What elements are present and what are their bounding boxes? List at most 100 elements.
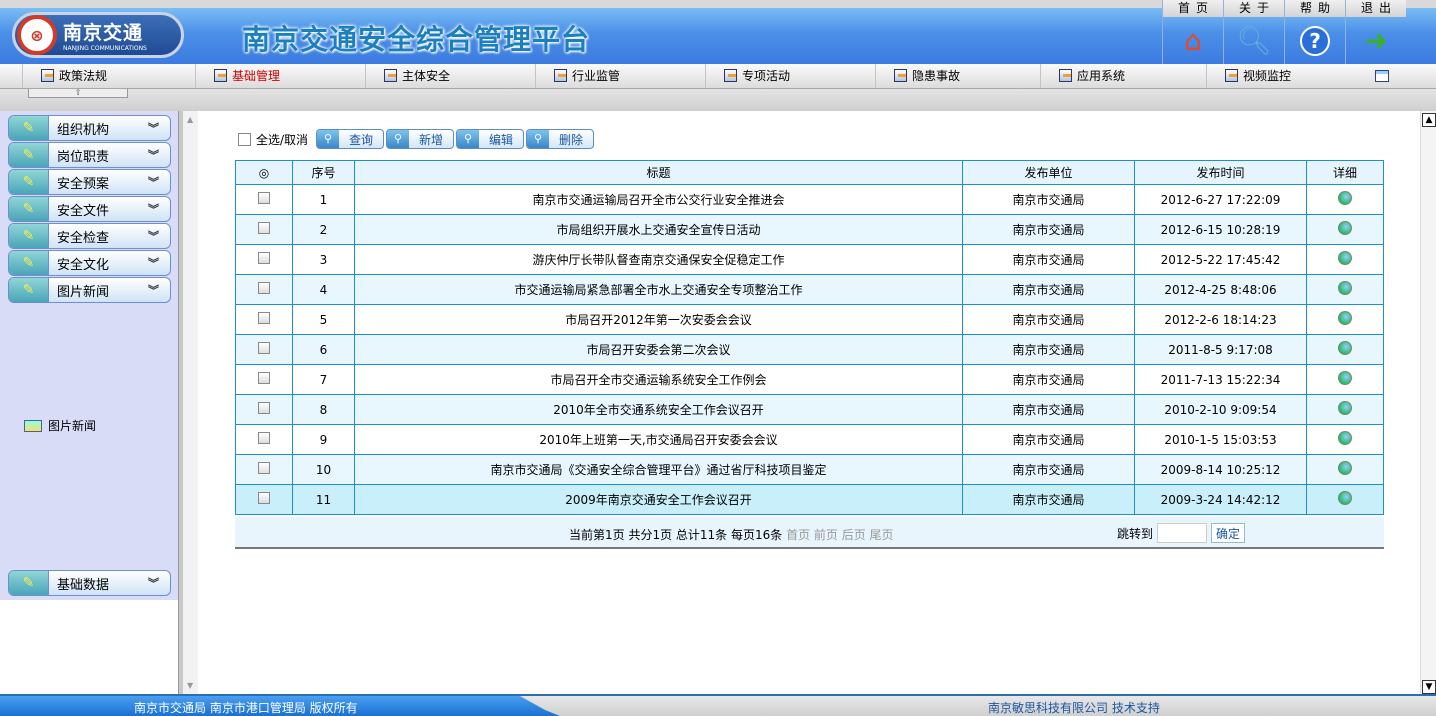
about-magnifier-icon[interactable]: 🔍︎ <box>1236 24 1272 57</box>
table-row[interactable]: 8 2010年全市交通系统安全工作会议召开 南京市交通局 2010-2-10 9:09… <box>235 394 1384 425</box>
row-select-cell <box>235 484 293 515</box>
row-checkbox[interactable] <box>258 372 270 384</box>
menu-item-5[interactable]: 隐患事故 <box>875 64 960 88</box>
detail-globe-icon[interactable] <box>1338 221 1352 235</box>
select-all-checkbox[interactable] <box>238 132 251 146</box>
cell-title: 市局召开全市交通运输系统安全工作例会 <box>354 364 963 395</box>
row-checkbox[interactable] <box>258 462 270 474</box>
menu-item-4[interactable]: 专项活动 <box>705 64 790 88</box>
help-icon[interactable]: ? <box>1285 17 1345 64</box>
magnifier-icon: ⚲ <box>387 130 410 148</box>
query-button[interactable]: ⚲ 查询 <box>316 129 385 149</box>
window-layout-icon[interactable] <box>1375 70 1389 82</box>
detail-cell <box>1306 454 1384 485</box>
menu-item-0[interactable]: 政策法规 <box>22 64 107 88</box>
sidebar-item-1[interactable]: ✎ 岗位职责 ︾ <box>8 142 171 168</box>
table-row[interactable]: 3 游庆仲厅长带队督查南京交通保安全促稳定工作 南京市交通局 2012-5-22 17… <box>235 244 1384 275</box>
logo: ⊗ 南京交通 NANJING COMMUNICATIONS <box>12 12 184 58</box>
top-nav-0[interactable]: 首页 ⌂ <box>1162 0 1223 64</box>
detail-globe-icon[interactable] <box>1338 311 1352 325</box>
edit-button[interactable]: ⚲ 编辑 <box>456 129 525 149</box>
cell-no: 7 <box>292 364 355 395</box>
row-checkbox[interactable] <box>258 342 270 354</box>
sidebar-item-2[interactable]: ✎ 安全预案 ︾ <box>8 169 171 195</box>
collapse-header-toggle[interactable]: ⇧ <box>28 89 128 98</box>
system-title: 南京交通安全综合管理平台 <box>242 23 591 56</box>
row-checkbox[interactable] <box>258 222 270 234</box>
table-row[interactable]: 7 市局召开全市交通运输系统安全工作例会 南京市交通局 2011-7-13 15:22… <box>235 364 1384 395</box>
cell-time: 2012-4-25 8:48:06 <box>1134 274 1307 305</box>
exit-arrow-icon[interactable]: ➜ <box>1364 24 1388 57</box>
home-icon[interactable]: ⌂ <box>1184 24 1202 57</box>
document-icon <box>894 69 907 82</box>
row-checkbox[interactable] <box>258 402 270 414</box>
cell-unit: 南京市交通局 <box>962 364 1135 395</box>
detail-globe-icon[interactable] <box>1338 431 1352 445</box>
add-button[interactable]: ⚲ 新增 <box>386 129 455 149</box>
cell-title: 市局召开2012年第一次安委会会议 <box>354 304 963 335</box>
detail-globe-icon[interactable] <box>1338 461 1352 475</box>
menu-item-6[interactable]: 应用系统 <box>1040 64 1125 88</box>
table-row[interactable]: 11 2009年南京交通安全工作会议召开 南京市交通局 2009-3-24 14:42… <box>235 484 1384 515</box>
menu-label: 基础管理 <box>232 69 281 83</box>
menu-item-3[interactable]: 行业监管 <box>535 64 620 88</box>
cell-title: 市交通运输局紧急部署全市水上交通安全专项整治工作 <box>354 274 963 305</box>
sidebar-item-3[interactable]: ✎ 安全文件 ︾ <box>8 196 171 222</box>
cell-time: 2012-5-22 17:45:42 <box>1134 244 1307 275</box>
scroll-down-button[interactable]: ▼ <box>1422 680 1436 694</box>
row-checkbox[interactable] <box>258 432 270 444</box>
cell-unit: 南京市交通局 <box>962 274 1135 305</box>
top-nav-3[interactable]: 退出 ➜ <box>1345 0 1406 64</box>
scroll-up-button[interactable]: ▲ <box>1422 113 1436 127</box>
top-nav-1[interactable]: 关于 🔍︎ <box>1223 0 1284 64</box>
sidebar-item-label: 安全文件 <box>57 203 110 219</box>
main-scrollbar-left[interactable]: ▲ ▼ <box>183 111 198 694</box>
cell-no: 8 <box>292 394 355 425</box>
page-links[interactable]: 首页 前页 后页 尾页 <box>786 528 894 542</box>
select-all-label: 全选/取消 <box>256 132 309 147</box>
table-row[interactable]: 6 市局召开安委会第二次会议 南京市交通局 2011-8-5 9:17:08 <box>235 334 1384 365</box>
sidebar-item-4[interactable]: ✎ 安全检查 ︾ <box>8 223 171 249</box>
column-header: 标题 <box>354 160 963 185</box>
table-row[interactable]: 4 市交通运输局紧急部署全市水上交通安全专项整治工作 南京市交通局 2012-4-25… <box>235 274 1384 305</box>
table-row[interactable]: 5 市局召开2012年第一次安委会会议 南京市交通局 2012-2-6 18:14:2… <box>235 304 1384 335</box>
row-checkbox[interactable] <box>258 192 270 204</box>
detail-globe-icon[interactable] <box>1338 251 1352 265</box>
cell-time: 2009-3-24 14:42:12 <box>1134 484 1307 515</box>
sidebar-item-5[interactable]: ✎ 安全文化 ︾ <box>8 250 171 276</box>
footer-support: 南京敏思科技有限公司 技术支持 <box>988 701 1160 715</box>
detail-globe-icon[interactable] <box>1338 401 1352 415</box>
menu-item-2[interactable]: 主体安全 <box>365 64 450 88</box>
detail-globe-icon[interactable] <box>1338 341 1352 355</box>
jump-page-input[interactable] <box>1157 523 1208 543</box>
table-row[interactable]: 9 2010年上班第一天,市交通局召开安委会会议 南京市交通局 2010-1-5 15… <box>235 424 1384 455</box>
detail-globe-icon[interactable] <box>1338 191 1352 205</box>
sidebar-item-basic-data[interactable]: ✎ 基础数据 ︾ <box>8 570 171 596</box>
document-icon <box>1225 69 1238 82</box>
row-select-cell <box>235 394 293 425</box>
page-scrollbar[interactable]: ▲ ▼ <box>1420 111 1436 694</box>
row-checkbox[interactable] <box>258 492 270 504</box>
detail-globe-icon[interactable] <box>1338 371 1352 385</box>
detail-cell <box>1306 244 1384 275</box>
sidebar-splitter[interactable] <box>178 111 183 694</box>
detail-globe-icon[interactable] <box>1338 491 1352 505</box>
detail-globe-icon[interactable] <box>1338 281 1352 295</box>
row-checkbox[interactable] <box>258 252 270 264</box>
top-nav-label: 退出 <box>1346 0 1406 17</box>
table-row[interactable]: 1 南京市交通运输局召开全市公交行业安全推进会 南京市交通局 2012-6-27 17… <box>235 184 1384 215</box>
delete-button[interactable]: ⚲ 删除 <box>526 129 595 149</box>
sidebar-item-0[interactable]: ✎ 组织机构 ︾ <box>8 115 171 141</box>
menu-item-1[interactable]: 基础管理 <box>195 64 280 88</box>
sidebar-subitem-picture-news[interactable]: 图片新闻 <box>24 417 96 434</box>
sidebar-item-6[interactable]: ✎ 图片新闻 ︾ <box>8 277 171 303</box>
confirm-button[interactable]: 确定 <box>1211 523 1246 543</box>
table-row[interactable]: 2 市局组织开展水上交通安全宣传日活动 南京市交通局 2012-6-15 10:28:… <box>235 214 1384 245</box>
row-checkbox[interactable] <box>258 312 270 324</box>
top-nav-label: 关于 <box>1224 0 1284 17</box>
top-nav-2[interactable]: 帮助? <box>1284 0 1345 64</box>
table-row[interactable]: 10 南京市交通局《交通安全综合管理平台》通过省厅科技项目鉴定 南京市交通局 2009… <box>235 454 1384 485</box>
menu-item-7[interactable]: 视频监控 <box>1206 64 1291 88</box>
notepad-pencil-icon: ✎ <box>9 224 49 248</box>
row-checkbox[interactable] <box>258 282 270 294</box>
